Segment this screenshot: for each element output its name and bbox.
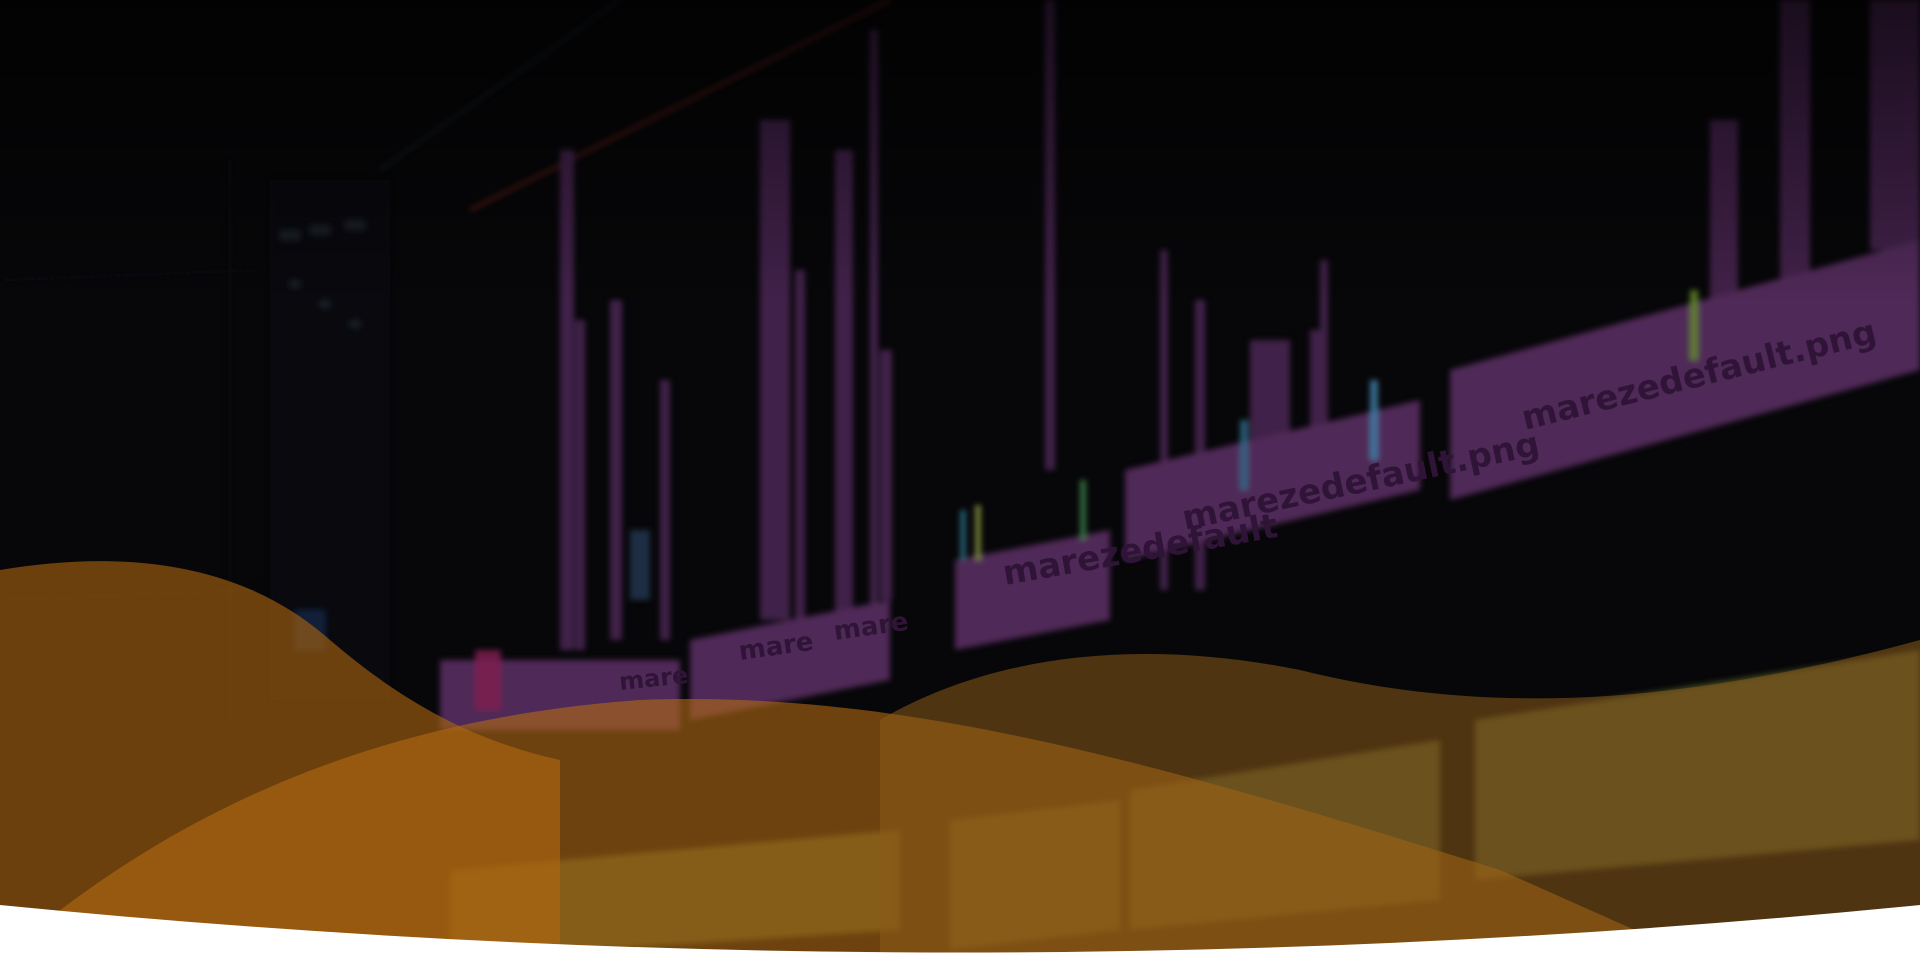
bottom-curve (0, 905, 1920, 959)
wave-shape (880, 640, 1920, 959)
